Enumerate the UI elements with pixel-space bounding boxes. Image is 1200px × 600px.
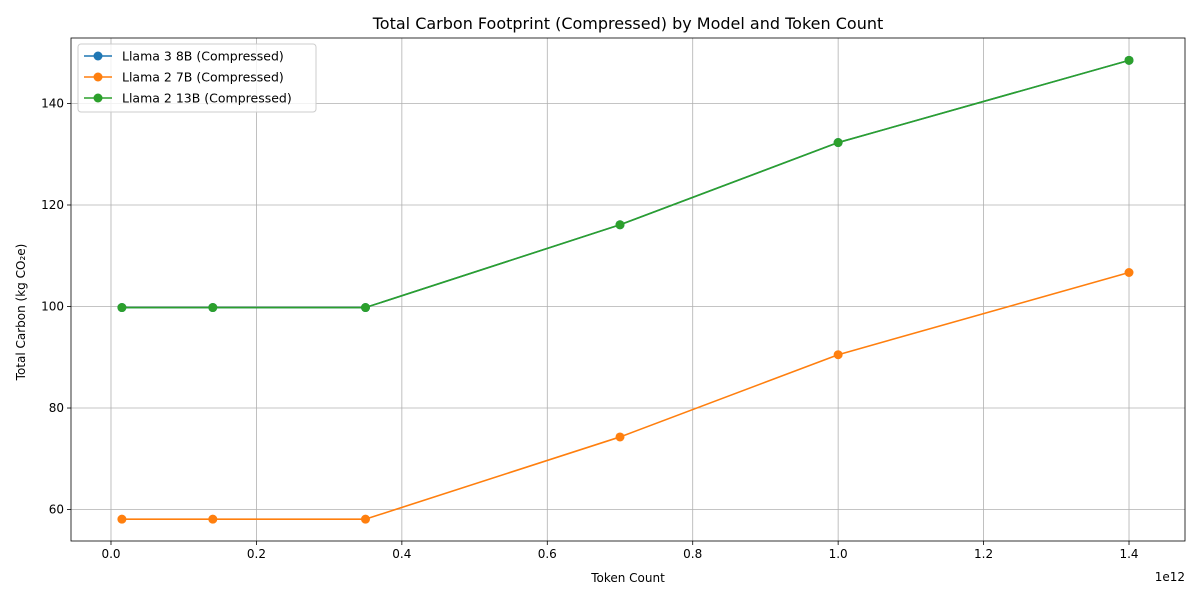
y-tick-label: 100: [41, 300, 64, 314]
data-point: [208, 514, 218, 524]
legend-marker: [93, 51, 103, 61]
x-tick-label: 0.8: [683, 547, 702, 561]
legend-item: Llama 2 13B (Compressed): [84, 91, 292, 106]
x-tick-label: 1.2: [974, 547, 993, 561]
data-point: [833, 350, 843, 360]
x-axis-title: Token Count: [590, 571, 665, 585]
series-line: [121, 271, 1130, 520]
legend-box: [77, 43, 317, 113]
series-layer: [117, 55, 1134, 524]
data-point: [208, 303, 218, 313]
plot-frame: [70, 37, 1186, 542]
chart-title: Total Carbon Footprint (Compressed) by M…: [372, 14, 884, 33]
legend-label: Llama 2 7B (Compressed): [122, 70, 284, 85]
y-tick-label: 140: [41, 96, 64, 110]
data-point: [615, 432, 625, 442]
data-point: [117, 303, 127, 313]
x-tick-label: 0.6: [538, 547, 557, 561]
x-axis-offset-label: 1e12: [1155, 570, 1185, 584]
x-tick-label: 0.2: [247, 547, 266, 561]
y-tick-label: 80: [49, 401, 64, 415]
data-point: [615, 220, 625, 230]
series-2: [117, 55, 1134, 313]
data-point: [360, 514, 370, 524]
x-tick-label: 1.0: [829, 547, 848, 561]
legend: Llama 3 8B (Compressed) Llama 2 7B (Compr…: [77, 43, 317, 113]
axis-ticks: 0.0 0.2 0.4 0.6 0.8 1.0 1.2 1.4 60 80 100 120 140: [41, 96, 1138, 561]
y-tick-label: 60: [49, 503, 64, 517]
data-point: [360, 303, 370, 313]
data-point: [833, 138, 843, 148]
y-axis-title: Total Carbon (kg CO₂e): [14, 244, 28, 382]
legend-marker: [93, 72, 103, 82]
series-1: [117, 267, 1134, 524]
legend-item: Llama 3 8B (Compressed): [84, 49, 284, 64]
series-line: [121, 59, 1130, 309]
data-point: [1124, 267, 1134, 277]
data-point: [117, 514, 127, 524]
data-point: [1124, 55, 1134, 65]
grid: [71, 38, 1185, 541]
x-tick-label: 0.4: [392, 547, 411, 561]
legend-label: Llama 2 13B (Compressed): [122, 91, 292, 106]
legend-label: Llama 3 8B (Compressed): [122, 49, 284, 64]
legend-marker: [93, 93, 103, 103]
x-tick-label: 1.4: [1119, 547, 1138, 561]
x-tick-label: 0.0: [101, 547, 120, 561]
y-tick-label: 120: [41, 198, 64, 212]
legend-item: Llama 2 7B (Compressed): [84, 70, 284, 85]
